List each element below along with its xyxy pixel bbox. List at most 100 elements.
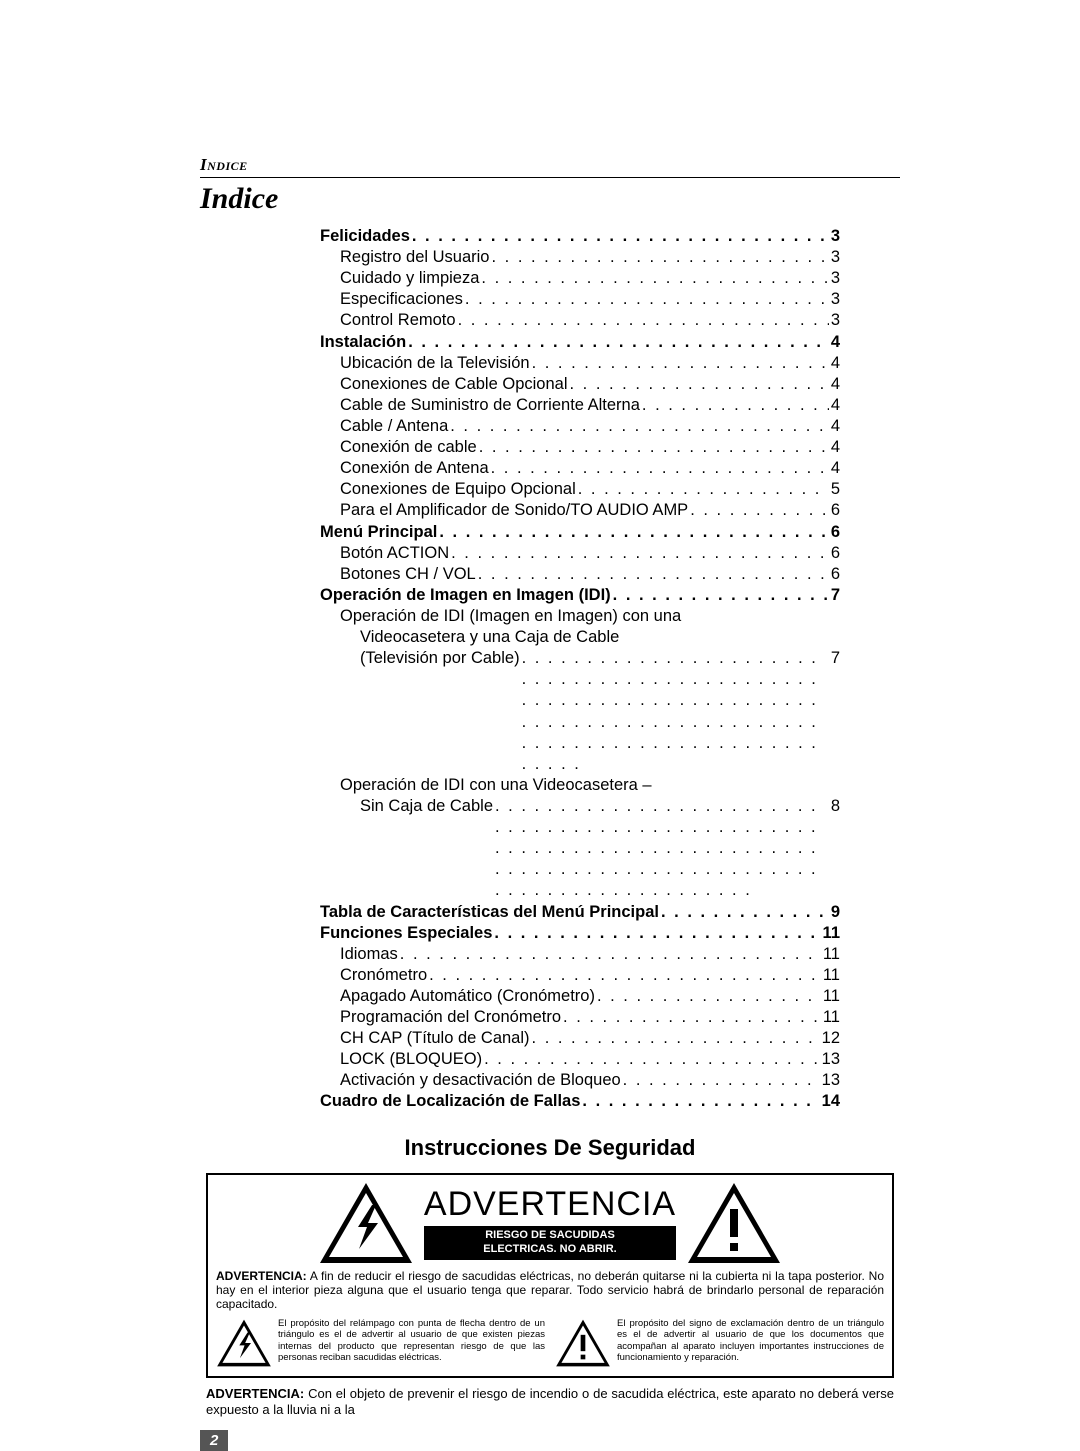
toc-page: 3	[831, 247, 840, 268]
toc-entry: Conexión de Antena. . . . . . . . . . . …	[320, 458, 840, 479]
toc-label: Conexión de cable	[320, 437, 477, 458]
toc-label: Registro del Usuario	[320, 247, 489, 268]
toc-leader: . . . . . . . . . . . . . . . . . . . . …	[491, 247, 828, 268]
warning-col-left: El propósito del relámpago con punta de …	[216, 1318, 545, 1368]
toc-page: 7	[831, 648, 840, 669]
safety-heading: Instrucciones De Seguridad	[200, 1135, 900, 1161]
warning-body: ADVERTENCIA: A fin de reducir el riesgo …	[208, 1267, 892, 1318]
toc-entry: Ubicación de la Televisión. . . . . . . …	[320, 353, 840, 374]
toc-entry: Cuadro de Localización de Fallas. . . . …	[320, 1091, 840, 1112]
blackbar-line2: ELECTRICAS. NO ABRIR.	[483, 1243, 616, 1255]
toc-leader: . . . . . . . . . . . . . . . . . . . . …	[479, 437, 829, 458]
warning-headline: ADVERTENCIA	[424, 1185, 676, 1224]
toc-label: Operación de Imagen en Imagen (IDI)	[320, 585, 611, 606]
toc-entry: Activación y desactivación de Bloqueo. .…	[320, 1070, 840, 1091]
toc-page: 11	[823, 944, 840, 965]
warning-center: ADVERTENCIA RIESGO DE SACUDIDAS ELECTRIC…	[424, 1185, 676, 1260]
warning-columns: El propósito del relámpago con punta de …	[208, 1318, 892, 1376]
lightning-triangle-small-icon	[216, 1318, 272, 1368]
toc-page: 4	[831, 437, 840, 458]
bottom-warning-body: Con el objeto de prevenir el riesgo de i…	[206, 1386, 894, 1417]
exclamation-triangle-icon	[686, 1181, 782, 1265]
toc-line: Operación de IDI con una Videocasetera –	[340, 775, 840, 796]
toc-leader: . . . . . . . . . . . . . . . . . . . . …	[582, 1091, 819, 1112]
toc-label: Para el Amplificador de Sonido/TO AUDIO …	[320, 500, 688, 521]
toc-label: Activación y desactivación de Bloqueo	[320, 1070, 621, 1091]
toc-leader: . . . . . . . . . . . . . . . . . . . . …	[400, 944, 821, 965]
toc-entry: Tabla de Características del Menú Princi…	[320, 902, 840, 923]
toc-leader: . . . . . . . . . . . . . . . . . . . . …	[661, 902, 829, 923]
toc-page: 3	[831, 289, 840, 310]
toc-label: Cuidado y limpieza	[320, 268, 479, 289]
warning-col-right-text: El propósito del signo de exclamación de…	[617, 1318, 884, 1368]
toc-entry: Operación de IDI (Imagen en Imagen) con …	[320, 606, 840, 775]
toc-label: Apagado Automático (Cronómetro)	[320, 986, 595, 1007]
toc-line: Operación de IDI (Imagen en Imagen) con …	[340, 606, 840, 627]
toc-page: 4	[831, 374, 840, 395]
toc-label: Ubicación de la Televisión	[320, 353, 530, 374]
toc-page: 14	[822, 1091, 840, 1112]
toc-label: Cable / Antena	[320, 416, 448, 437]
warning-header-row: ADVERTENCIA RIESGO DE SACUDIDAS ELECTRIC…	[208, 1175, 892, 1267]
toc-label: Sin Caja de Cable	[340, 796, 493, 817]
toc-entry: Conexiones de Cable Opcional. . . . . . …	[320, 374, 840, 395]
toc-entry: Registro del Usuario. . . . . . . . . . …	[320, 247, 840, 268]
toc-leader: . . . . . . . . . . . . . . . . . . . . …	[578, 479, 829, 500]
toc-page: 3	[831, 226, 840, 247]
warning-blackbar: RIESGO DE SACUDIDAS ELECTRICAS. NO ABRIR…	[424, 1226, 676, 1260]
toc-page: 11	[823, 923, 840, 944]
lightning-triangle-icon	[318, 1181, 414, 1265]
toc-page: 5	[831, 479, 840, 500]
blackbar-line1: RIESGO DE SACUDIDAS	[485, 1229, 615, 1241]
toc-label: Cronómetro	[320, 965, 427, 986]
toc-page: 12	[822, 1028, 840, 1049]
toc-leader: . . . . . . . . . . . . . . . . . . . . …	[532, 1028, 820, 1049]
bottom-warning: ADVERTENCIA: Con el objeto de prevenir e…	[206, 1386, 894, 1419]
toc-leader: . . . . . . . . . . . . . . . . . . . . …	[458, 310, 829, 331]
toc-page: 7	[831, 585, 840, 606]
toc-entry: Cable de Suministro de Corriente Alterna…	[320, 395, 840, 416]
toc-label: Idiomas	[320, 944, 398, 965]
toc-leader: . . . . . . . . . . . . . . . . . . . . …	[451, 543, 829, 564]
toc-leader: . . . . . . . . . . . . . . . . . . . . …	[412, 226, 829, 247]
toc-label: Control Remoto	[320, 310, 456, 331]
toc-label: Programación del Cronómetro	[320, 1007, 561, 1028]
toc-entry: Operación de Imagen en Imagen (IDI). . .…	[320, 585, 840, 606]
toc-label: Especificaciones	[320, 289, 463, 310]
toc-entry: LOCK (BLOQUEO). . . . . . . . . . . . . …	[320, 1049, 840, 1070]
running-head: Indice	[200, 155, 900, 178]
toc-entry: Botón ACTION. . . . . . . . . . . . . . …	[320, 543, 840, 564]
bottom-warning-lead: ADVERTENCIA:	[206, 1386, 304, 1401]
toc-leader: . . . . . . . . . . . . . . . . . . . . …	[613, 585, 829, 606]
toc-label: Cable de Suministro de Corriente Alterna	[320, 395, 640, 416]
toc-page: 6	[831, 564, 840, 585]
toc-entry: CH CAP (Título de Canal). . . . . . . . …	[320, 1028, 840, 1049]
toc-leader: . . . . . . . . . . . . . . . . . . . . …	[481, 268, 828, 289]
toc-label: (Televisión por Cable)	[340, 648, 520, 669]
toc-label: Felicidades	[320, 226, 410, 247]
toc-leader: . . . . . . . . . . . . . . . . . . . . …	[465, 289, 829, 310]
toc-label: Cuadro de Localización de Fallas	[320, 1091, 580, 1112]
toc-leader: . . . . . . . . . . . . . . . . . . . . …	[532, 353, 829, 374]
toc-entry: Programación del Cronómetro. . . . . . .…	[320, 1007, 840, 1028]
toc-entry: Control Remoto. . . . . . . . . . . . . …	[320, 310, 840, 331]
toc-label: Tabla de Características del Menú Princi…	[320, 902, 659, 923]
toc-leader: . . . . . . . . . . . . . . . . . . . . …	[522, 648, 829, 775]
toc-entry: Para el Amplificador de Sonido/TO AUDIO …	[320, 500, 840, 521]
toc-label: Botón ACTION	[320, 543, 449, 564]
toc-leader: . . . . . . . . . . . . . . . . . . . . …	[450, 416, 829, 437]
toc-leader: . . . . . . . . . . . . . . . . . . . . …	[623, 1070, 820, 1091]
toc-entry: Instalación. . . . . . . . . . . . . . .…	[320, 332, 840, 353]
toc-entry: Operación de IDI con una Videocasetera –…	[320, 775, 840, 902]
toc-leader: . . . . . . . . . . . . . . . . . . . . …	[569, 374, 828, 395]
toc-page: 4	[831, 353, 840, 374]
toc-label: Botones CH / VOL	[320, 564, 476, 585]
toc-line: Videocasetera y una Caja de Cable	[340, 627, 840, 648]
exclamation-triangle-small-icon	[555, 1318, 611, 1368]
toc-page: 3	[831, 310, 840, 331]
toc-entry: Botones CH / VOL. . . . . . . . . . . . …	[320, 564, 840, 585]
toc-page: 4	[831, 332, 840, 353]
toc-page: 11	[823, 1007, 840, 1028]
toc-page: 6	[831, 500, 840, 521]
toc-entry: Conexiones de Equipo Opcional. . . . . .…	[320, 479, 840, 500]
